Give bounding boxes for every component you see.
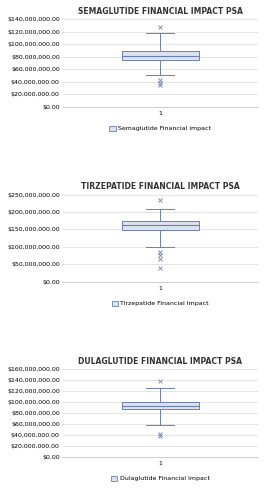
Title: DULAGLUTIDE FINANCIAL IMPACT PSA: DULAGLUTIDE FINANCIAL IMPACT PSA [78, 357, 242, 366]
Legend: Tirzepatide Financial Impact: Tirzepatide Financial Impact [109, 298, 211, 309]
Title: TIRZEPATIDE FINANCIAL IMPACT PSA: TIRZEPATIDE FINANCIAL IMPACT PSA [81, 182, 240, 191]
FancyBboxPatch shape [122, 50, 199, 60]
FancyBboxPatch shape [122, 220, 199, 230]
Legend: Semaglutide Financial impact: Semaglutide Financial impact [107, 124, 214, 134]
Title: SEMAGLUTIDE FINANCIAL IMPACT PSA: SEMAGLUTIDE FINANCIAL IMPACT PSA [78, 7, 243, 16]
FancyBboxPatch shape [122, 402, 199, 409]
Legend: Dulaglutide Financial Impact: Dulaglutide Financial Impact [108, 474, 212, 484]
